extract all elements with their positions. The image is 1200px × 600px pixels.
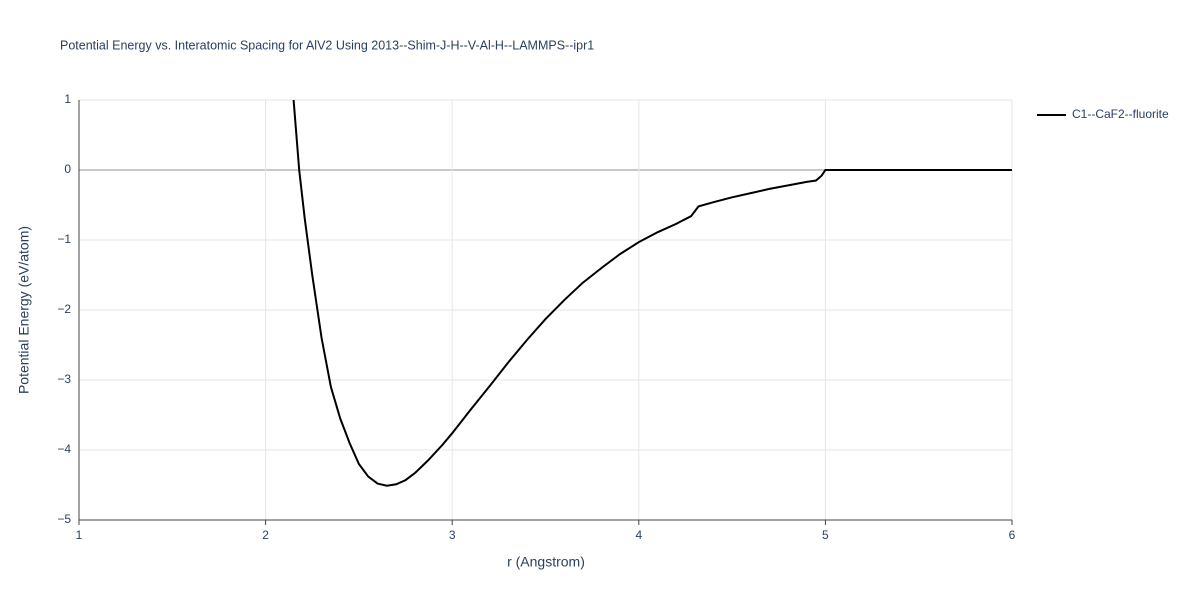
y-tick-label: −2 — [57, 302, 71, 316]
x-tick-label: 1 — [76, 528, 83, 542]
x-tick-label: 4 — [635, 528, 642, 542]
x-axis-title: r (Angstrom) — [507, 554, 585, 570]
y-tick-label: −4 — [57, 442, 71, 456]
x-tick-label: 6 — [1009, 528, 1016, 542]
y-tick-label: 1 — [64, 92, 71, 106]
x-tick-label: 2 — [262, 528, 269, 542]
x-tick-label: 5 — [822, 528, 829, 542]
y-tick-label: −3 — [57, 372, 71, 386]
x-tick-label: 3 — [449, 528, 456, 542]
legend-label: C1--CaF2--fluorite — [1072, 107, 1169, 121]
y-axis-title: Potential Energy (eV/atom) — [16, 226, 32, 394]
chart-title: Potential Energy vs. Interatomic Spacing… — [60, 38, 594, 52]
y-tick-label: −5 — [57, 512, 71, 526]
y-tick-label: −1 — [57, 232, 71, 246]
y-tick-label: 0 — [64, 162, 71, 176]
data-line — [292, 99, 1012, 487]
